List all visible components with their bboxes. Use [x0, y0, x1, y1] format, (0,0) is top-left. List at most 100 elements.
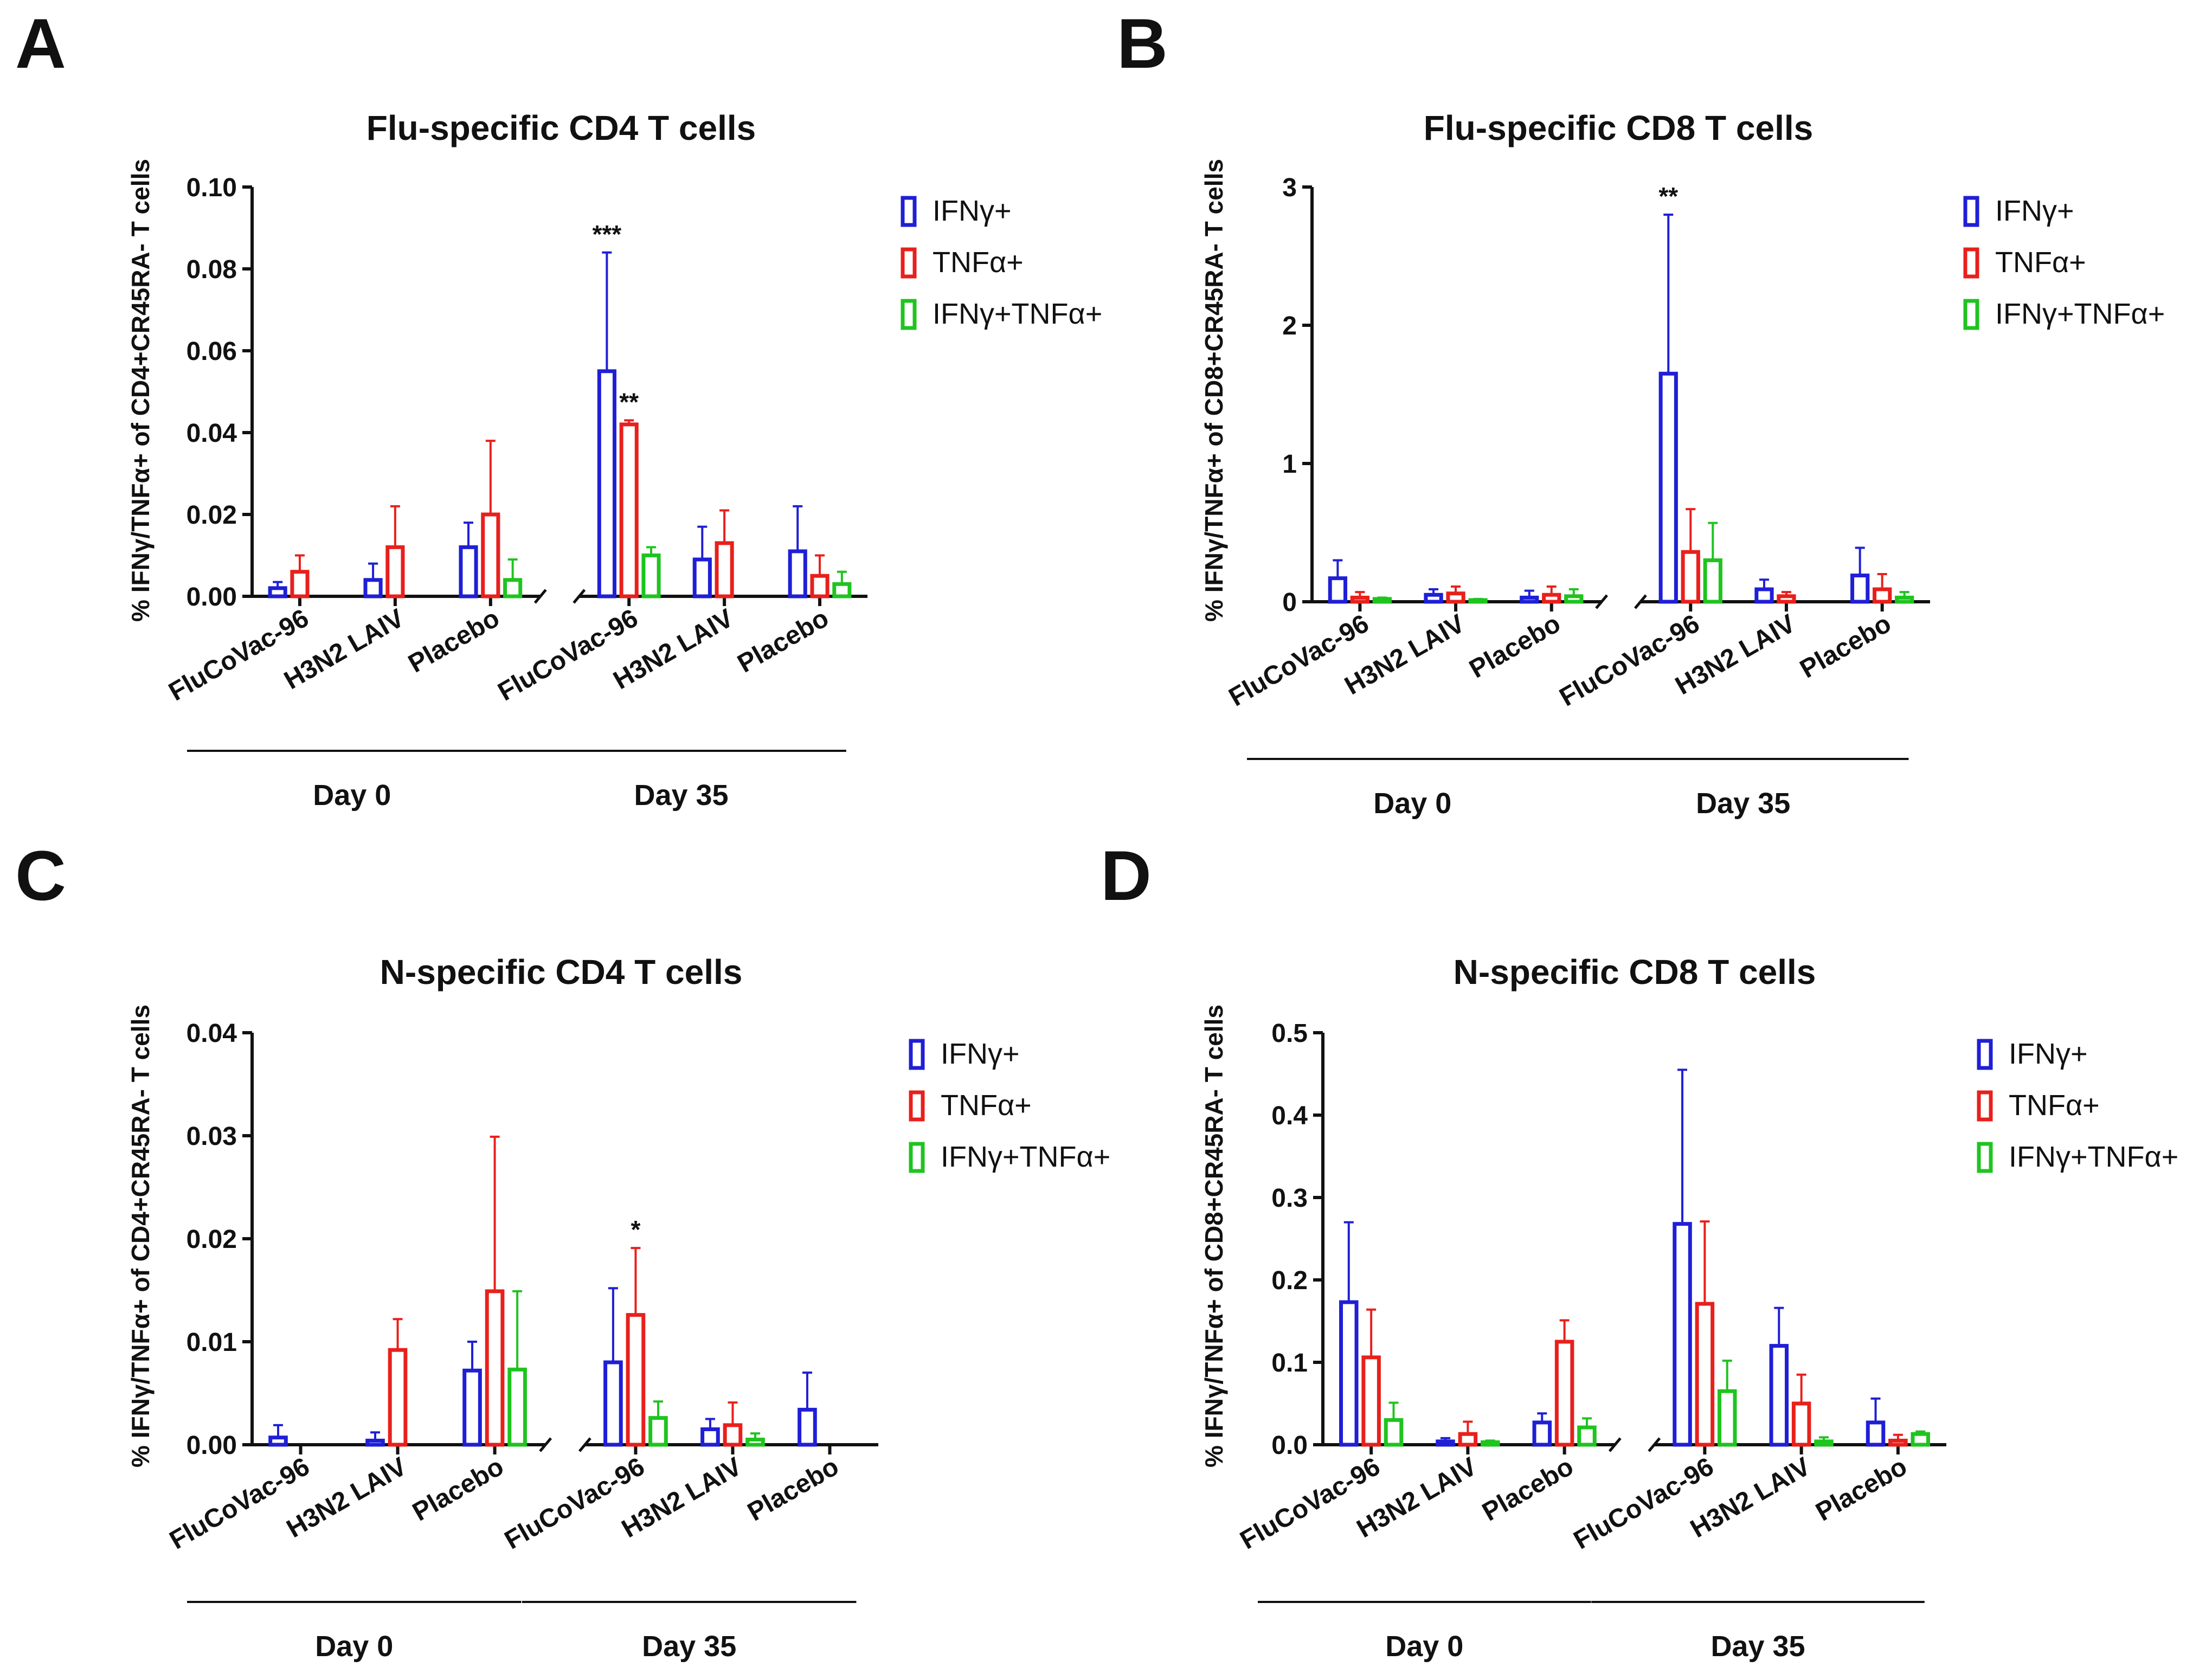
bar [1888, 1438, 1908, 1447]
y-tick-label: 0.03 [187, 1122, 237, 1151]
y-tick-label: 0.04 [187, 1019, 237, 1048]
bar [1717, 1389, 1737, 1447]
bar [1458, 1432, 1478, 1447]
chart-title: Flu-specific CD4 T cells [366, 108, 756, 147]
x-tick-label: FluCoVac-96 [500, 1452, 650, 1555]
bar [1424, 593, 1443, 604]
y-tick-label: 0.04 [187, 419, 237, 448]
bar [1520, 595, 1539, 604]
x-tick-label: FluCoVac-96 [1236, 1452, 1385, 1555]
bar [641, 553, 661, 598]
legend-label: TNFα+ [933, 246, 1024, 279]
bar [1564, 594, 1584, 604]
bar [603, 1360, 623, 1447]
bar [1446, 591, 1465, 604]
group-label: Day 0 [313, 779, 391, 812]
x-tick-label: Placebo [743, 1452, 844, 1527]
x-tick-label: Placebo [1464, 609, 1565, 684]
y-tick-label: 0.5 [1271, 1019, 1308, 1048]
axis-break-mark [578, 1437, 591, 1452]
x-tick-label: FluCoVac-96 [165, 1452, 314, 1555]
y-axis-label: % IFNγ/TNFα+ of CD8+CR45RA- T cells [1200, 159, 1228, 622]
axis-break-mark [1634, 594, 1647, 609]
y-axis-label: % IFNγ/TNFα+ of CD4+CR45RA- T cells [126, 1005, 155, 1467]
y-tick-label: 0 [1282, 588, 1297, 617]
significance-marker: ** [619, 388, 639, 416]
x-tick-label: Placebo [733, 604, 834, 679]
bar [385, 545, 405, 598]
chart-title: N-specific CD8 T cells [1454, 952, 1816, 992]
chart-title: N-specific CD4 T cells [380, 952, 743, 992]
bar [1911, 1432, 1930, 1447]
legend-swatch [901, 196, 917, 227]
legend-label: IFNγ+ [2009, 1038, 2088, 1070]
bar [503, 578, 523, 598]
panel-d: D N-specific CD8 T cells % IFNγ/TNFα+ of C… [1101, 836, 2178, 1663]
bar [1673, 1222, 1692, 1447]
bar [1769, 1344, 1789, 1447]
bar [507, 1367, 527, 1447]
bar [1532, 1420, 1552, 1447]
legend-label: IFNγ+ [1995, 195, 2074, 227]
bar [1468, 598, 1488, 604]
legend-swatch [909, 1090, 925, 1122]
bar [1681, 550, 1700, 604]
bar [1542, 593, 1561, 604]
bar [692, 557, 712, 598]
bar [1703, 558, 1722, 604]
axis-break-mark [1648, 1437, 1661, 1452]
group-label: Day 35 [634, 779, 728, 812]
y-tick-label: 0.02 [187, 501, 237, 530]
bar [1339, 1300, 1359, 1447]
bar [832, 582, 852, 598]
axis-break-mark [1595, 594, 1609, 609]
axis-break-mark [539, 1437, 552, 1452]
x-tick-label: Placebo [403, 604, 504, 679]
bar [626, 1313, 646, 1447]
y-tick-label: 3 [1282, 173, 1297, 202]
legend-label: IFNγ+ [941, 1038, 1020, 1070]
bar [810, 574, 829, 598]
x-tick-label: Placebo [1811, 1452, 1912, 1527]
bar [1814, 1439, 1834, 1447]
y-tick-label: 0.3 [1271, 1184, 1308, 1213]
bar [745, 1438, 765, 1447]
y-tick-label: 0.2 [1271, 1266, 1308, 1295]
x-tick-label: FluCoVac-96 [1569, 1452, 1719, 1555]
axis-break-mark [1608, 1437, 1622, 1452]
bar [648, 1416, 668, 1447]
bar [388, 1348, 408, 1447]
legend-swatch [1977, 1039, 1993, 1070]
bar [1791, 1401, 1811, 1447]
legend-swatch [1963, 196, 1979, 227]
legend-swatch [1963, 247, 1979, 279]
legend-swatch [1977, 1142, 1993, 1173]
y-tick-label: 0.02 [187, 1225, 237, 1254]
significance-marker: *** [593, 220, 622, 248]
bar [485, 1289, 505, 1447]
panel-letter: B [1117, 4, 1168, 83]
legend-label: TNFα+ [941, 1089, 1032, 1122]
bar [268, 1436, 288, 1447]
y-tick-label: 0.00 [187, 583, 237, 612]
bar [798, 1407, 817, 1447]
y-tick-label: 2 [1282, 312, 1297, 340]
bar [1866, 1420, 1886, 1447]
bar [1895, 595, 1914, 604]
y-tick-label: 0.0 [1271, 1431, 1308, 1460]
bar [290, 570, 310, 598]
bar [462, 1368, 482, 1447]
panel-letter: C [15, 836, 66, 915]
significance-marker: * [631, 1215, 640, 1244]
x-tick-label: FluCoVac-96 [1224, 609, 1374, 712]
bar [597, 369, 616, 598]
bar [619, 422, 639, 598]
legend-swatch [909, 1039, 925, 1070]
bar [1328, 576, 1347, 604]
group-label: Day 35 [642, 1630, 736, 1663]
bar [700, 1427, 720, 1447]
x-tick-label: Placebo [1477, 1452, 1578, 1527]
bar [1350, 595, 1369, 604]
bar [363, 578, 383, 598]
bar [1658, 371, 1678, 604]
